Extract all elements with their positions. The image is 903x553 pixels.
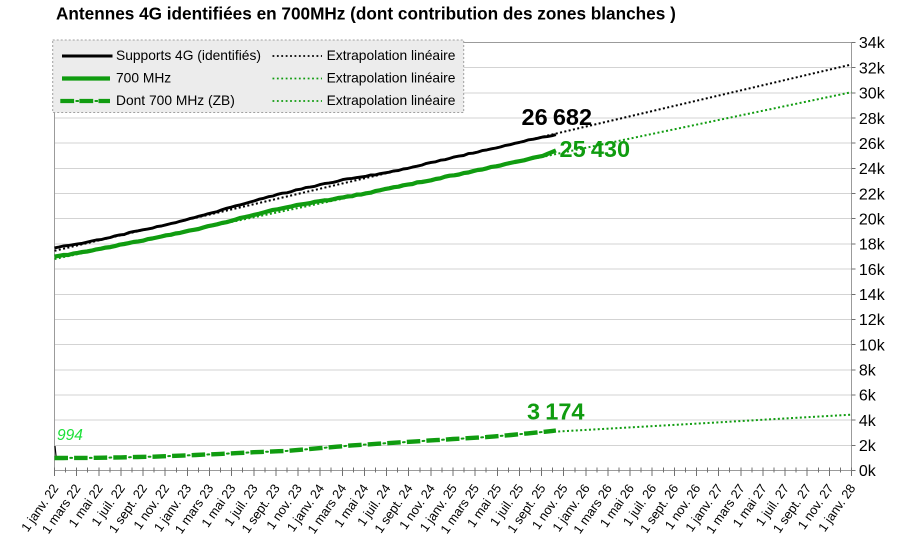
svg-text:16k: 16k: [859, 262, 886, 279]
svg-text:18k: 18k: [859, 237, 886, 254]
svg-text:6k: 6k: [859, 388, 877, 405]
svg-text:Dont 700 MHz (ZB): Dont 700 MHz (ZB): [116, 93, 235, 108]
svg-text:32k: 32k: [859, 60, 886, 77]
svg-text:Extrapolation linéaire: Extrapolation linéaire: [327, 71, 456, 86]
svg-text:34k: 34k: [859, 35, 886, 52]
svg-text:20k: 20k: [859, 212, 886, 229]
svg-text:28k: 28k: [859, 111, 886, 128]
svg-text:Antennes 4G identifiées en 700: Antennes 4G identifiées en 700MHz (dont …: [56, 4, 676, 24]
svg-text:22k: 22k: [859, 186, 886, 203]
svg-text:8k: 8k: [859, 363, 877, 380]
svg-text:Supports 4G (identifiés): Supports 4G (identifiés): [116, 48, 261, 63]
svg-text:30k: 30k: [859, 86, 886, 103]
svg-text:2k: 2k: [859, 438, 877, 455]
svg-text:4k: 4k: [859, 413, 877, 430]
svg-text:0k: 0k: [859, 463, 877, 480]
svg-text:10k: 10k: [859, 337, 886, 354]
svg-text:24k: 24k: [859, 161, 886, 178]
svg-text:12k: 12k: [859, 312, 886, 329]
svg-text:994: 994: [57, 427, 83, 444]
svg-text:700 MHz: 700 MHz: [116, 71, 171, 86]
svg-text:Extrapolation linéaire: Extrapolation linéaire: [327, 93, 456, 108]
svg-text:26k: 26k: [859, 136, 886, 153]
svg-text:14k: 14k: [859, 287, 886, 304]
svg-text:Extrapolation linéaire: Extrapolation linéaire: [327, 48, 456, 63]
